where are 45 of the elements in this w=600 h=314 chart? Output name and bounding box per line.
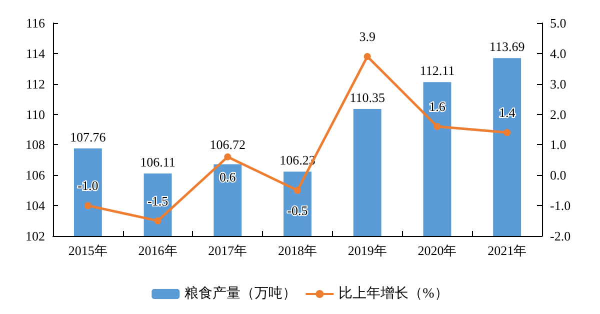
- data-label: 107.76: [70, 129, 106, 144]
- y2-tick-label: 1.0: [550, 137, 566, 152]
- x-tick-label: 2021年: [488, 243, 527, 258]
- y-tick-label: 106: [26, 168, 46, 183]
- data-label: -1.5: [147, 193, 168, 208]
- y-tick-label: 112: [26, 76, 45, 92]
- point: [434, 122, 441, 130]
- y2-tick-label: -2.0: [550, 228, 571, 244]
- x-tick-label: 2019年: [348, 243, 387, 258]
- x-tick-label: 2016年: [138, 243, 178, 258]
- data-label: -1.0: [78, 178, 98, 194]
- y2-tick-label: 4.0: [550, 46, 566, 61]
- y-tick-label: 102: [26, 228, 45, 244]
- data-label: 3.9: [359, 28, 376, 44]
- y2-tick-label: 0.0: [550, 168, 566, 183]
- data-label: 113.69: [489, 39, 525, 54]
- y2-tick-label: 2.0: [550, 106, 566, 122]
- y-tick-label: 110: [26, 106, 45, 122]
- data-label: 1.4: [498, 105, 516, 120]
- y-tick-label: 104: [26, 198, 46, 214]
- point: [224, 153, 232, 160]
- x-tick-label: 2020年: [418, 243, 457, 258]
- point: [84, 202, 92, 210]
- data-label: 0.6: [220, 169, 236, 184]
- data-label: -0.5: [287, 202, 308, 218]
- y-tick-label: 114: [26, 46, 46, 61]
- y2-tick-label: 3.0: [550, 76, 566, 92]
- data-label: 106.72: [210, 136, 246, 152]
- y-tick-label: 116: [26, 16, 46, 30]
- x-tick-label: 2017年: [208, 243, 248, 258]
- y-tick-label: 108: [26, 137, 45, 152]
- point: [364, 52, 371, 60]
- point: [154, 217, 162, 224]
- point: [294, 186, 301, 194]
- y2-tick-label: 5.0: [550, 16, 566, 30]
- data-label: 112.11: [420, 63, 455, 78]
- data-label: 106.11: [140, 154, 176, 170]
- x-tick-label: 2015年: [68, 243, 108, 258]
- legend-label: 粮食产量（万吨）: [184, 286, 297, 302]
- x-tick-label: 2018年: [278, 243, 317, 258]
- y2-tick-label: -1.0: [550, 198, 571, 214]
- point: [504, 129, 511, 136]
- legend-label: 比上年增长（%）: [338, 286, 448, 302]
- data-label: 110.35: [350, 90, 385, 105]
- data-label: 1.6: [429, 98, 446, 114]
